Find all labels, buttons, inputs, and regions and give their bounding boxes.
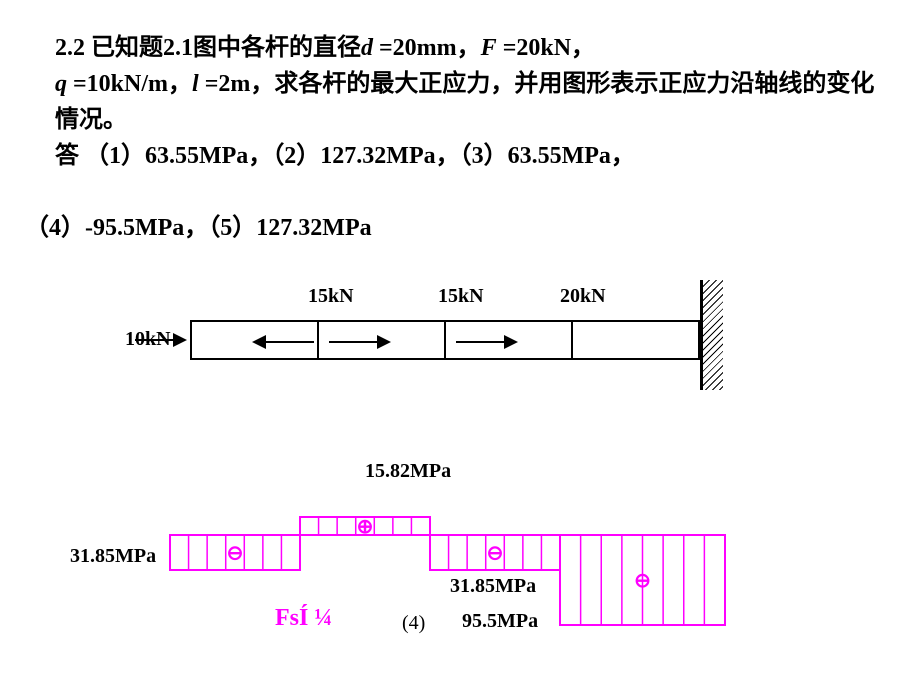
wall-hatch xyxy=(703,280,723,390)
beam-diagram: 10kN 15kN 15kN 20kN xyxy=(140,280,760,390)
stress-label-mid: 31.85MPa xyxy=(450,575,536,598)
stress-label-left: 31.85MPa xyxy=(70,545,156,568)
beam-seg-4 xyxy=(573,322,698,358)
svg-text:⊖: ⊖ xyxy=(227,543,244,565)
fixed-wall xyxy=(700,280,710,390)
beam-seg-1 xyxy=(192,322,319,358)
text1: 已知题2.1图中各杆的直径 xyxy=(91,35,361,61)
var-q: q xyxy=(55,71,67,97)
val-d: =20mm， xyxy=(373,35,481,61)
svg-text:⊖: ⊖ xyxy=(487,543,504,565)
val-q: =10kN/m， xyxy=(67,71,192,97)
ans5: （5）127.32MPa xyxy=(208,215,371,241)
var-l: l xyxy=(192,71,199,97)
answer-prefix: 答 xyxy=(55,143,85,169)
var-d: d xyxy=(361,35,373,61)
arrow-2 xyxy=(254,341,314,343)
beam-seg-2 xyxy=(319,322,446,358)
ans2: （2）127.32MPa， xyxy=(272,143,459,169)
stress-svg: ⊖⊕⊖⊖ xyxy=(100,440,820,660)
var-F: F xyxy=(481,35,497,61)
problem-text: 2.2 已知题2.1图中各杆的直径d =20mm，F =20kN， q =10k… xyxy=(55,30,880,246)
val-F: =20kN， xyxy=(497,35,595,61)
problem-number: 2.2 xyxy=(55,35,85,61)
svg-text:⊖: ⊖ xyxy=(634,570,651,592)
beam-seg-3 xyxy=(446,322,573,358)
force-3-label: 15kN xyxy=(438,285,484,308)
stress-diagram: ⊖⊕⊖⊖ 15.82MPa 31.85MPa 31.85MPa 95.5MPa … xyxy=(100,440,820,670)
ans3: （3）63.55MPa， xyxy=(460,143,635,169)
ans1: （1）63.55MPa， xyxy=(85,143,272,169)
arrow-4 xyxy=(456,341,516,343)
force-4-label: 20kN xyxy=(560,285,606,308)
force-2-label: 15kN xyxy=(308,285,354,308)
arrow-1 xyxy=(135,339,185,341)
ans4: （4）-95.5MPa， xyxy=(25,215,208,241)
caption-label: FsÍ ¼ xyxy=(275,605,332,632)
val-l: =2m， xyxy=(199,71,275,97)
beam-body xyxy=(190,320,700,360)
stress-label-bottom: 95.5MPa xyxy=(462,610,538,633)
subfig-label: (4) xyxy=(402,612,425,635)
arrow-3 xyxy=(329,341,389,343)
stress-label-top: 15.82MPa xyxy=(365,460,451,483)
